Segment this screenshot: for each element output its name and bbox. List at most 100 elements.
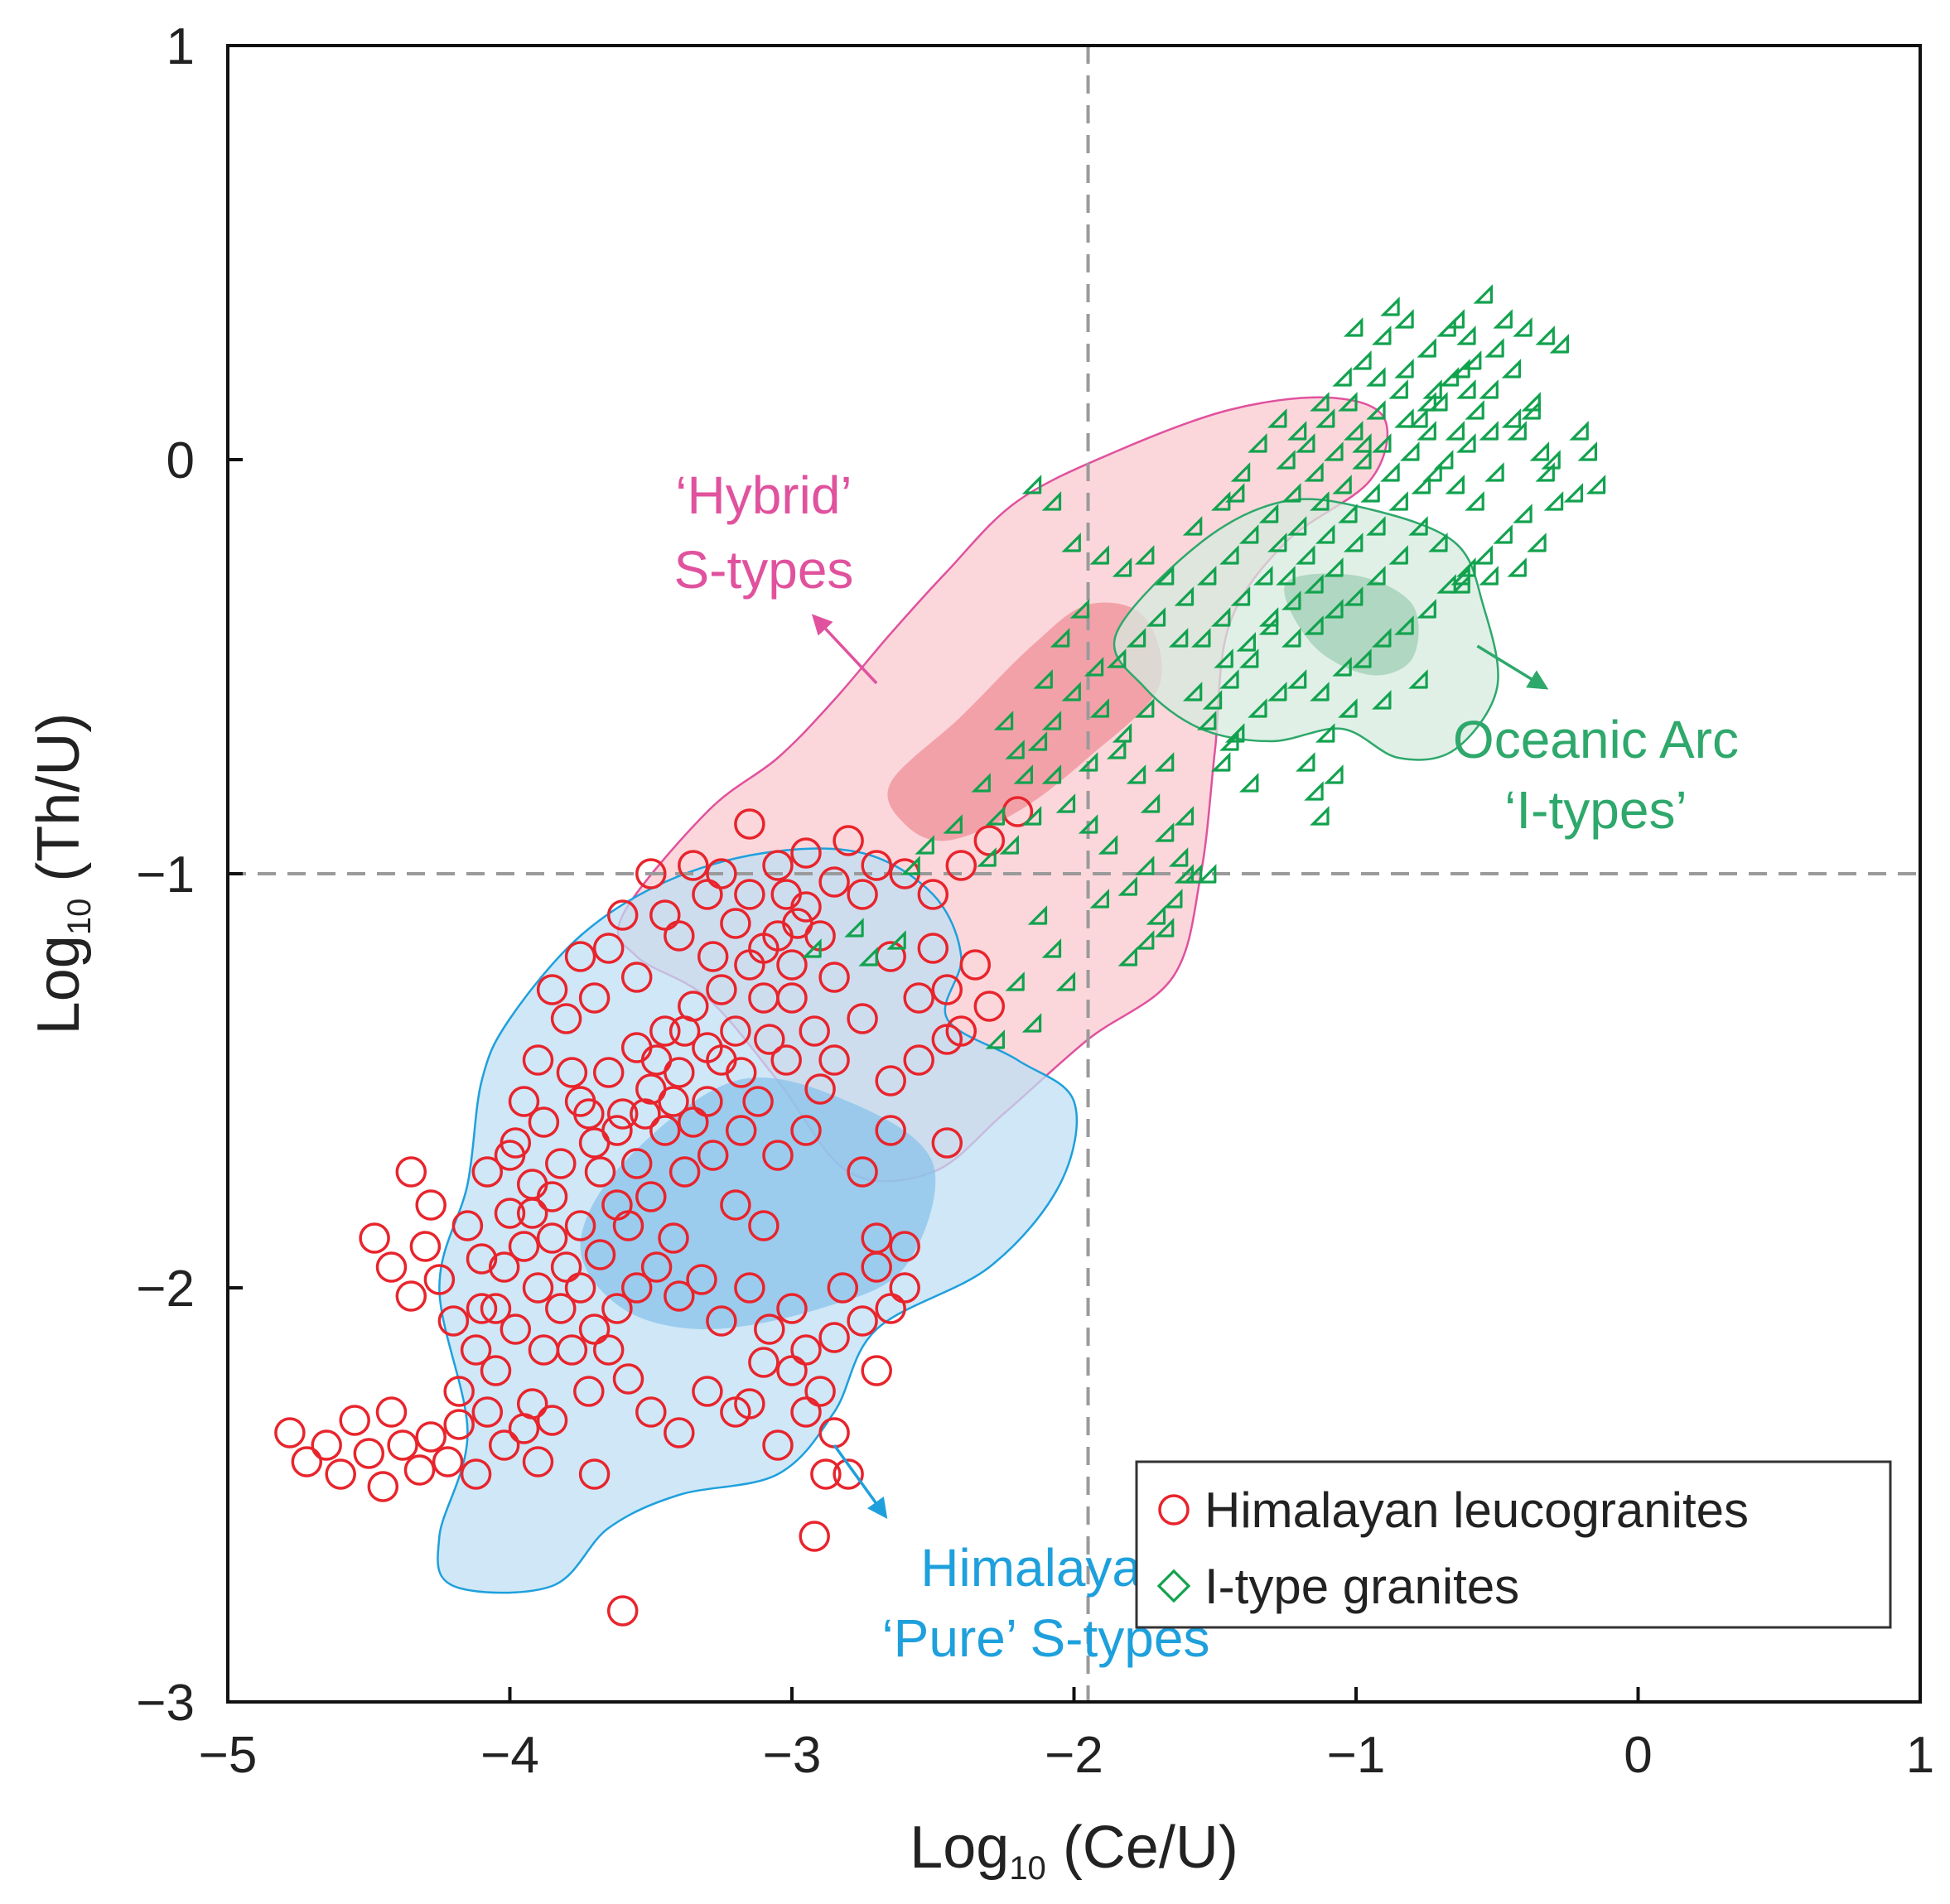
point-himalayan-leucogranites: [664, 920, 695, 952]
point-i-type-granites: [1304, 462, 1324, 482]
point-himalayan-leucogranites: [545, 1148, 577, 1179]
field-label-line: ‘Hybrid’: [675, 465, 852, 525]
point-himalayan-leucogranites: [833, 825, 864, 856]
point-i-type-granites: [1456, 379, 1476, 399]
point-himalayan-leucogranites: [889, 1231, 920, 1262]
point-i-type-granites: [1343, 533, 1364, 552]
point-i-type-granites: [1456, 325, 1476, 345]
point-himalayan-leucogranites: [395, 1280, 427, 1312]
point-i-type-granites: [1456, 433, 1476, 453]
point-himalayan-leucogranites: [776, 982, 808, 1014]
point-himalayan-leucogranites: [606, 899, 639, 931]
point-i-type-granites: [1304, 615, 1324, 635]
point-i-type-granites: [1569, 421, 1589, 441]
field-himalayan-pure-s-types-core: [580, 1077, 936, 1329]
point-himalayan-leucogranites: [742, 1086, 774, 1117]
point-himalayan-leucogranites: [818, 1044, 850, 1076]
point-i-type-granites: [1465, 400, 1484, 420]
point-i-type-granites: [1253, 566, 1273, 586]
point-i-type-granites: [1174, 864, 1195, 884]
point-himalayan-leucogranites: [678, 850, 709, 881]
point-himalayan-leucogranites: [620, 1272, 653, 1304]
point-i-type-granites: [1479, 566, 1499, 586]
point-i-type-granites: [858, 947, 878, 966]
point-himalayan-leucogranites: [545, 1293, 577, 1324]
point-i-type-granites: [1196, 864, 1217, 884]
point-himalayan-leucogranites: [466, 1293, 498, 1324]
point-i-type-granites: [1084, 657, 1104, 677]
point-i-type-granites: [1310, 491, 1330, 511]
point-himalayan-leucogranites: [640, 1251, 673, 1283]
axis-ticks: −5 −4 −3 −2 −1 0 1 −3 −2 −1 0 1: [136, 18, 1934, 1784]
point-i-type-granites: [1196, 711, 1217, 730]
point-himalayan-leucogranites: [734, 879, 765, 910]
point-himalayan-leucogranites: [669, 1015, 701, 1047]
point-himalayan-leucogranites: [776, 949, 808, 981]
point-himalayan-leucogranites: [528, 1106, 560, 1138]
point-i-type-granites: [1219, 731, 1239, 751]
point-i-type-granites: [1258, 615, 1279, 635]
point-himalayan-leucogranites: [460, 1334, 492, 1366]
point-himalayan-leucogranites: [353, 1438, 385, 1469]
legend: Himalayan leucogranites I-type granites: [1135, 1460, 1892, 1629]
point-i-type-granites: [1513, 317, 1532, 337]
point-i-type-granites: [1281, 628, 1301, 648]
point-i-type-granites: [1154, 918, 1175, 938]
point-himalayan-leucogranites: [762, 1140, 794, 1171]
point-i-type-granites: [1168, 628, 1189, 648]
field-label-line: Oceanic Arc: [1453, 710, 1739, 769]
point-himalayan-leucogranites: [931, 1024, 963, 1055]
point-himalayan-leucogranites: [584, 1156, 616, 1188]
point-himalayan-leucogranites: [367, 1471, 399, 1502]
point-himalayan-leucogranites: [748, 1347, 780, 1378]
point-i-type-granites: [1417, 599, 1436, 619]
point-i-type-granites: [1411, 475, 1431, 494]
point-i-type-granites: [1315, 524, 1335, 544]
point-i-type-granites: [1089, 698, 1110, 718]
point-i-type-granites: [1366, 566, 1386, 586]
point-i-type-granites: [1332, 657, 1352, 677]
reference-lines: [228, 46, 1920, 1702]
point-himalayan-leucogranites: [818, 1322, 850, 1353]
point-i-type-granites: [1310, 806, 1330, 826]
point-i-type-granites: [1394, 615, 1414, 635]
point-himalayan-leucogranites: [550, 1251, 582, 1283]
point-i-type-granites: [1479, 421, 1499, 441]
axis-label-subscript: 10: [1009, 1850, 1046, 1887]
point-himalayan-leucogranites: [945, 850, 977, 881]
point-i-type-granites: [1117, 947, 1138, 966]
point-i-type-granites: [1196, 566, 1217, 586]
point-himalayan-leucogranites: [516, 1198, 548, 1229]
point-i-type-granites: [1041, 938, 1062, 958]
point-i-type-granites: [985, 1029, 1006, 1049]
field-arrow-himalayan-pure-s-types: [833, 1444, 888, 1519]
point-i-type-granites: [1352, 433, 1372, 453]
point-himalayan-leucogranites: [601, 1115, 633, 1146]
point-i-type-granites: [802, 938, 822, 958]
point-i-type-granites: [1041, 764, 1062, 784]
point-himalayan-leucogranites: [606, 1595, 639, 1627]
point-i-type-granites: [1408, 408, 1428, 428]
point-i-type-granites: [1338, 698, 1358, 718]
point-i-type-granites: [1315, 723, 1335, 743]
point-himalayan-leucogranites: [536, 1222, 568, 1254]
point-i-type-granites: [1146, 905, 1166, 925]
point-himalayan-leucogranites: [592, 933, 625, 964]
point-himalayan-leucogranites: [522, 1272, 554, 1304]
x-tick-label: 0: [1624, 1727, 1652, 1784]
x-tick-label: −4: [480, 1727, 539, 1784]
point-i-type-granites: [943, 814, 963, 834]
point-i-type-granites: [1521, 392, 1541, 412]
series-i-type-granites: [802, 284, 1606, 1049]
point-i-type-granites: [1267, 533, 1287, 552]
point-himalayan-leucogranites: [536, 1405, 568, 1436]
point-himalayan-leucogranites: [861, 850, 892, 881]
point-himalayan-leucogranites: [635, 1396, 667, 1428]
point-i-type-granites: [1168, 847, 1189, 867]
x-tick-label: −3: [763, 1727, 822, 1784]
point-i-type-granites: [985, 806, 1006, 826]
point-i-type-granites: [1230, 462, 1251, 482]
point-i-type-granites: [1372, 690, 1392, 710]
point-i-type-granites: [1134, 698, 1155, 718]
point-himalayan-leucogranites: [861, 1222, 892, 1254]
